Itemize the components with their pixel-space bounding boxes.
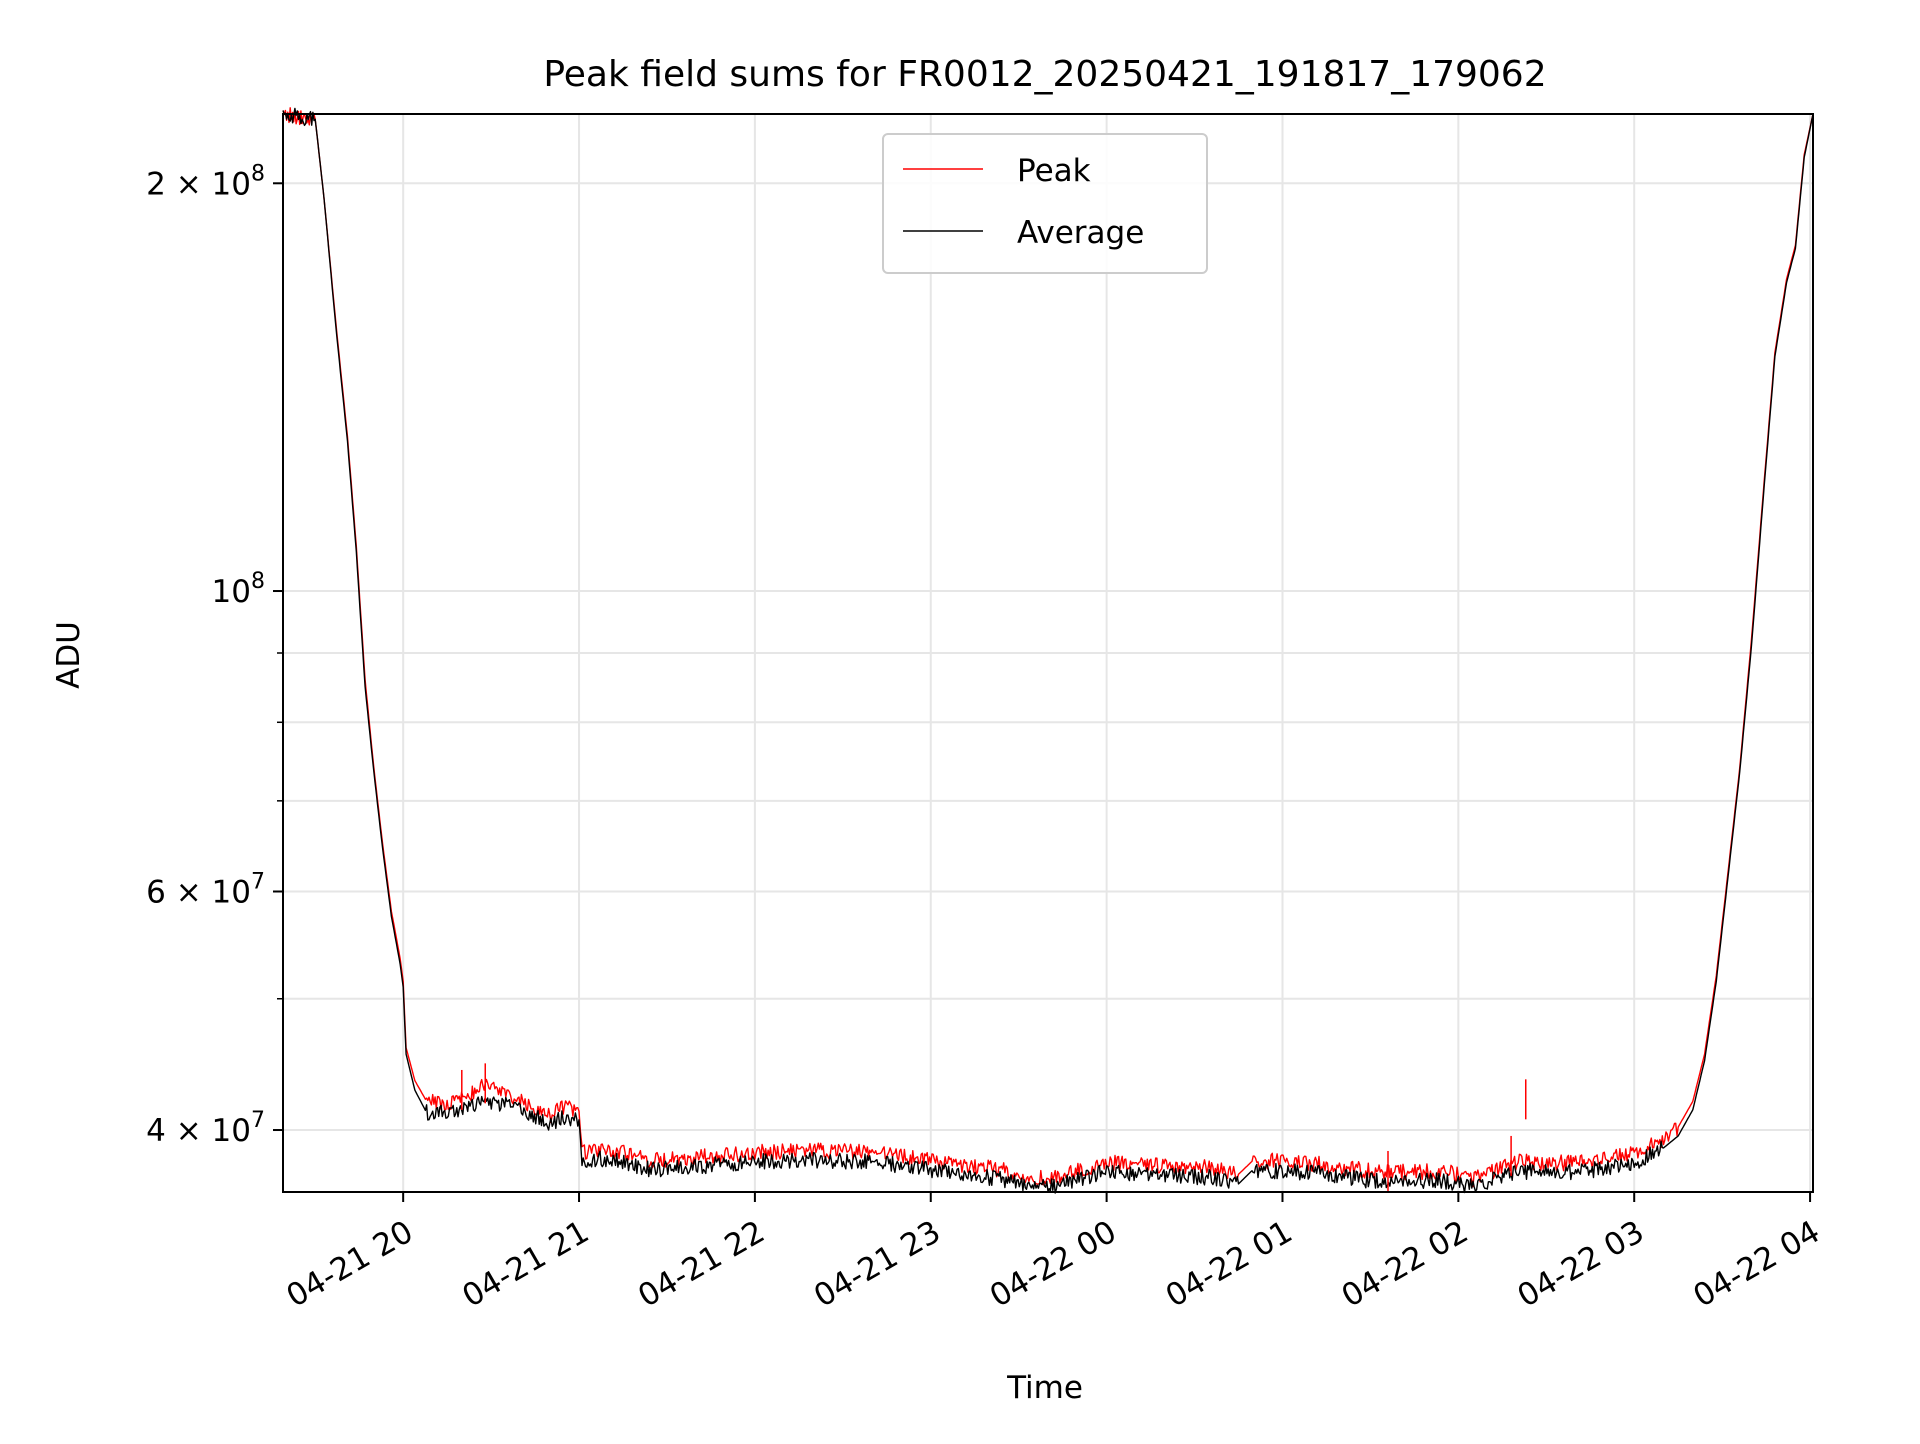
series-layer [282, 107, 1814, 1194]
y-tick-label: 2 × 108 [146, 161, 265, 202]
y-tick-label: 6 × 107 [146, 870, 265, 911]
series-line-average [282, 107, 1814, 1194]
series-line-peak [282, 107, 1814, 1188]
x-axis-label: Time [1006, 1370, 1083, 1406]
legend-label-average: Average [1017, 215, 1144, 251]
y-tick-label: 4 × 107 [146, 1108, 265, 1149]
chart-title: Peak field sums for FR0012_20250421_1918… [543, 54, 1546, 95]
grid [283, 114, 1813, 1192]
y-tick-label: 108 [212, 569, 265, 610]
legend-label-peak: Peak [1017, 153, 1091, 189]
y-axis-label: ADU [51, 621, 87, 689]
legend: Peak Average [882, 133, 1208, 274]
